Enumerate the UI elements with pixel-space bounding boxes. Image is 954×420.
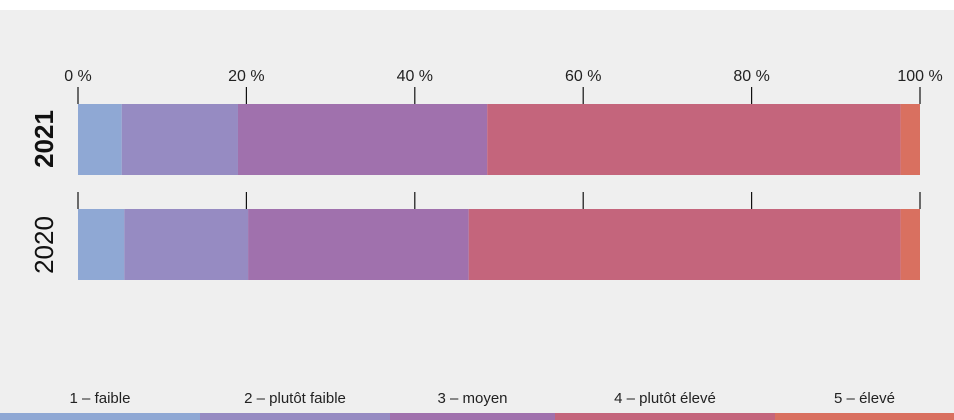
legend-label: 2 – plutôt faible: [244, 390, 346, 407]
x-tick-label: 0 %: [64, 68, 92, 85]
x-tick-label: 80 %: [733, 68, 769, 85]
bar-segment: [121, 104, 238, 175]
bar-segment: [248, 209, 469, 280]
legend-swatch: [390, 413, 555, 420]
legend-swatch: [775, 413, 954, 420]
legend-label: 5 – élevé: [834, 390, 895, 407]
legend-label: 4 – plutôt élevé: [614, 390, 716, 407]
legend-swatch: [555, 413, 775, 420]
bar-segment: [124, 209, 249, 280]
x-tick-label: 60 %: [565, 68, 601, 85]
category-label: 2021: [29, 110, 59, 168]
bar-segment: [900, 104, 920, 175]
bar-segment: [468, 209, 901, 280]
x-tick-label: 100 %: [897, 68, 942, 85]
x-tick-label: 20 %: [228, 68, 264, 85]
legend-swatch: [0, 413, 200, 420]
bar-segment: [487, 104, 901, 175]
bar-segment: [900, 209, 920, 280]
bar-segment: [78, 104, 122, 175]
legend-label: 1 – faible: [70, 390, 131, 407]
category-label: 2020: [29, 216, 59, 274]
bar-segment: [78, 209, 125, 280]
legend-swatch: [200, 413, 390, 420]
legend-label: 3 – moyen: [437, 390, 507, 407]
bar-segment: [237, 104, 488, 175]
x-tick-label: 40 %: [397, 68, 433, 85]
